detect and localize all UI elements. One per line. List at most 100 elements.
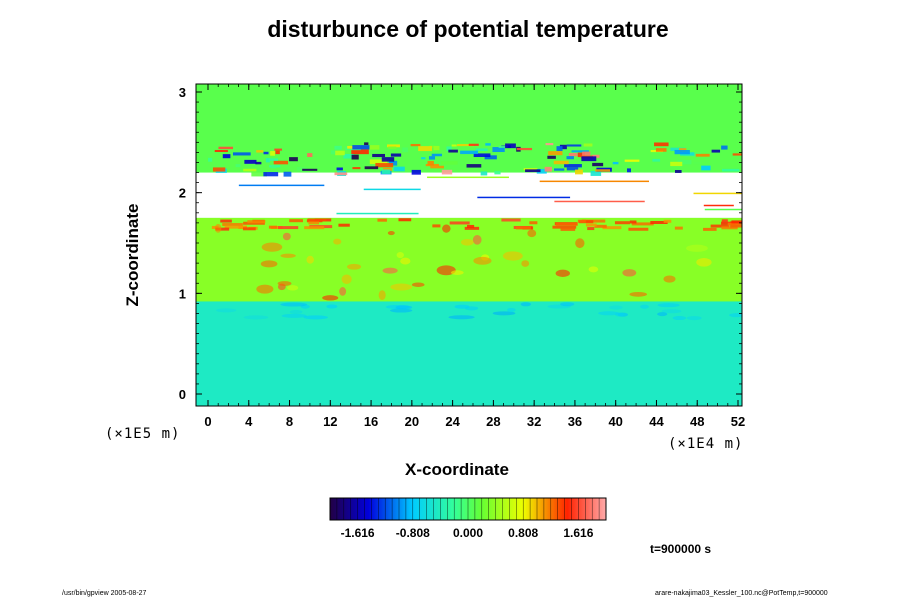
- warm-streak: [377, 218, 387, 222]
- wave-streak: [351, 149, 369, 155]
- warm-streak: [721, 226, 738, 230]
- x-tick-label: 36: [568, 414, 582, 429]
- warm-streak: [304, 226, 325, 230]
- warm-streak: [581, 219, 606, 223]
- x-tick-label: 16: [364, 414, 378, 429]
- chart-title: disturbunce of potential temperature: [267, 16, 669, 42]
- cold-blob: [520, 302, 532, 307]
- band-line: [703, 204, 734, 207]
- warm-streak: [289, 219, 303, 223]
- blob: [450, 270, 464, 275]
- blob: [629, 291, 647, 297]
- y-unit-label: (×1E5 m): [105, 426, 181, 442]
- wave-streak: [732, 153, 742, 156]
- wave-streak: [655, 148, 667, 152]
- warm-streak: [628, 227, 649, 231]
- blob: [521, 260, 530, 267]
- warm-streak: [727, 222, 741, 226]
- warm-streak: [587, 227, 595, 231]
- warm-streak: [224, 225, 248, 229]
- band-line: [477, 196, 571, 199]
- blob: [261, 242, 283, 252]
- warm-streak: [243, 221, 265, 225]
- blob: [333, 238, 342, 245]
- wave-streak: [218, 146, 234, 150]
- wave-streak: [475, 148, 488, 151]
- x-tick-label: 20: [405, 414, 419, 429]
- x-tick-label: 44: [649, 414, 664, 429]
- band-line: [704, 208, 742, 211]
- wave-streak: [441, 169, 453, 175]
- warm-streak: [242, 227, 256, 231]
- warm-streak: [614, 221, 630, 225]
- wave-streak: [468, 143, 479, 146]
- wave-streak: [485, 143, 491, 146]
- x-tick-label: 4: [245, 414, 253, 429]
- warm-streak: [220, 219, 232, 223]
- wave-streak: [448, 149, 458, 153]
- blob: [555, 269, 570, 278]
- wave-streak: [289, 157, 298, 162]
- colorbar-tick-label: 1.616: [563, 526, 593, 540]
- wave-streak: [670, 161, 683, 167]
- cold-blob: [686, 316, 702, 321]
- x-tick-label: 0: [204, 414, 211, 429]
- blob: [472, 235, 482, 245]
- wave-streak: [568, 152, 578, 157]
- warm-streak: [449, 221, 470, 225]
- warm-streak: [585, 223, 597, 227]
- wave-streak: [695, 153, 710, 157]
- warm-streak: [631, 222, 654, 226]
- wave-streak: [381, 157, 395, 162]
- wave-streak: [701, 165, 711, 171]
- wave-streak: [544, 166, 552, 172]
- warm-streak: [464, 226, 480, 230]
- wave-streak: [351, 154, 359, 160]
- blob: [622, 269, 637, 277]
- wave-streak: [559, 144, 567, 150]
- wave-streak: [677, 159, 692, 165]
- cold-blob: [661, 309, 682, 314]
- blob: [260, 260, 278, 268]
- axis-ticks: [196, 84, 742, 406]
- warm-streak: [602, 226, 622, 230]
- wave-streak: [626, 168, 632, 173]
- time-annotation: t=900000 s: [650, 542, 712, 556]
- wave-streak: [283, 171, 292, 177]
- wave-streak: [581, 156, 597, 162]
- wave-streak: [473, 153, 491, 158]
- wave-streak: [244, 159, 257, 164]
- wave-streak: [364, 142, 369, 146]
- wave-streak: [498, 145, 508, 148]
- wave-streak: [591, 154, 600, 158]
- blob: [400, 257, 411, 265]
- wave-streak: [679, 148, 687, 152]
- wave-streak: [553, 168, 565, 171]
- warm-streak: [552, 225, 577, 229]
- cold-blob: [395, 305, 413, 310]
- warm-streak: [577, 219, 586, 223]
- wave-streak: [711, 149, 721, 153]
- wave-streak: [525, 169, 541, 173]
- colorbar-tick-label: 0.000: [453, 526, 483, 540]
- wave-streak: [273, 160, 289, 165]
- blob: [588, 266, 599, 273]
- wave-streak: [612, 161, 619, 165]
- wave-streak: [334, 145, 342, 150]
- blob: [390, 283, 413, 291]
- warm-streak: [560, 227, 576, 231]
- wave-streak: [523, 168, 538, 171]
- wave-streak: [431, 153, 442, 157]
- warm-streak: [215, 227, 230, 231]
- wave-streak: [484, 155, 497, 160]
- wave-streak: [343, 153, 354, 159]
- warm-streak: [398, 218, 412, 222]
- blob: [686, 244, 708, 252]
- wave-streak: [402, 147, 408, 153]
- wave-streak: [575, 169, 583, 175]
- wave-streak: [393, 166, 405, 172]
- wave-streak: [270, 151, 275, 156]
- colorbar-tick-label: -0.808: [396, 526, 430, 540]
- band-line: [693, 192, 742, 195]
